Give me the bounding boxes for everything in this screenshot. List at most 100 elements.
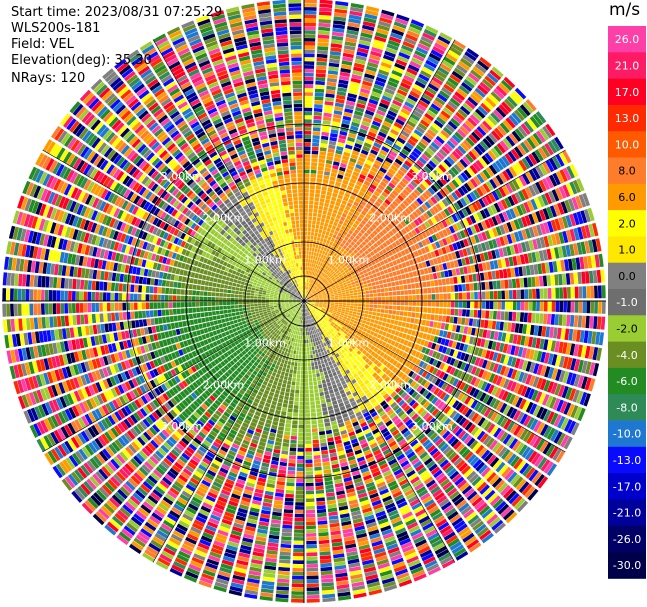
velocity-gate	[295, 354, 299, 359]
velocity-gate	[310, 169, 317, 174]
velocity-gate	[411, 165, 420, 174]
velocity-gate	[307, 331, 310, 336]
velocity-gate	[281, 528, 292, 533]
velocity-gate	[304, 250, 307, 255]
velocity-gate	[327, 244, 332, 249]
velocity-gate	[365, 159, 373, 166]
velocity-gate	[309, 346, 312, 351]
velocity-gate	[322, 178, 329, 184]
velocity-gate	[349, 81, 360, 88]
velocity-gate	[297, 343, 300, 347]
velocity-gate	[358, 237, 364, 243]
velocity-gate	[342, 294, 346, 297]
velocity-gate	[435, 69, 448, 79]
velocity-gate	[392, 305, 397, 310]
velocity-gate	[318, 19, 331, 24]
velocity-gate	[371, 223, 377, 230]
velocity-gate	[304, 231, 307, 236]
velocity-gate	[383, 283, 388, 288]
velocity-gate	[512, 311, 517, 322]
velocity-gate	[304, 347, 307, 352]
velocity-gate	[309, 385, 314, 390]
velocity-gate	[279, 391, 285, 396]
velocity-gate	[323, 116, 332, 121]
velocity-gate	[283, 399, 289, 404]
velocity-gate	[392, 325, 398, 330]
velocity-gate	[345, 168, 353, 174]
velocity-gate	[443, 56, 456, 66]
velocity-gate	[294, 362, 298, 367]
velocity-gate	[405, 142, 414, 150]
velocity-gate	[397, 275, 402, 280]
velocity-gate	[297, 459, 304, 464]
velocity-gate	[493, 301, 498, 310]
velocity-gate	[435, 39, 449, 49]
velocity-gate	[392, 291, 397, 296]
velocity-gate	[317, 516, 327, 521]
velocity-gate	[312, 212, 318, 217]
velocity-gate	[453, 67, 466, 78]
velocity-gate	[398, 51, 411, 60]
velocity-gate	[315, 189, 321, 194]
velocity-gate	[309, 350, 313, 355]
velocity-gate	[376, 28, 389, 36]
velocity-gate	[369, 217, 376, 223]
velocity-gate	[310, 177, 316, 182]
velocity-gate	[338, 304, 343, 307]
velocity-gate	[404, 290, 408, 295]
velocity-gate	[309, 243, 313, 248]
velocity-gate	[320, 372, 324, 377]
velocity-gate	[313, 208, 318, 213]
velocity-gate	[314, 286, 318, 290]
velocity-gate	[355, 139, 364, 145]
velocity-gate	[324, 251, 328, 256]
velocity-gate	[305, 436, 312, 441]
velocity-gate	[414, 318, 419, 324]
velocity-gate	[577, 315, 583, 328]
velocity-gate	[304, 335, 306, 340]
velocity-gate	[373, 190, 381, 197]
velocity-gate	[272, 507, 283, 513]
velocity-gate	[289, 451, 297, 456]
velocity-gate	[378, 20, 391, 28]
velocity-gate	[403, 74, 415, 83]
velocity-gate	[305, 316, 306, 320]
velocity-gate	[332, 192, 338, 198]
velocity-gate	[327, 187, 333, 193]
velocity-gate	[322, 457, 330, 463]
velocity-gate	[316, 69, 327, 74]
velocity-gate	[404, 160, 413, 168]
velocity-gate	[376, 272, 381, 277]
velocity-gate	[312, 142, 320, 147]
velocity-gate	[362, 269, 368, 274]
velocity-gate	[512, 301, 517, 311]
velocity-gate	[308, 255, 311, 259]
velocity-gate	[307, 327, 309, 332]
velocity-gate	[330, 216, 335, 222]
velocity-gate	[332, 24, 345, 30]
velocity-gate	[340, 225, 346, 231]
velocity-gate	[308, 339, 311, 343]
velocity-gate	[317, 348, 321, 353]
velocity-gate	[403, 145, 412, 153]
velocity-gate	[313, 236, 317, 241]
velocity-gate	[430, 280, 435, 287]
velocity-gate	[381, 124, 391, 132]
velocity-gate	[286, 478, 295, 483]
velocity-gate	[403, 174, 412, 182]
velocity-gate	[474, 87, 486, 98]
velocity-gate	[374, 159, 382, 167]
velocity-gate	[330, 172, 337, 178]
velocity-gate	[342, 239, 347, 245]
velocity-gate	[309, 200, 314, 205]
velocity-gate	[274, 441, 282, 446]
velocity-gate	[305, 478, 314, 483]
velocity-gate	[305, 482, 314, 487]
velocity-gate	[357, 292, 362, 295]
velocity-gate	[308, 266, 311, 271]
velocity-gate	[322, 273, 326, 277]
velocity-gate	[306, 598, 320, 603]
velocity-gate	[337, 232, 342, 237]
velocity-gate	[492, 310, 497, 320]
velocity-gate	[342, 56, 354, 62]
